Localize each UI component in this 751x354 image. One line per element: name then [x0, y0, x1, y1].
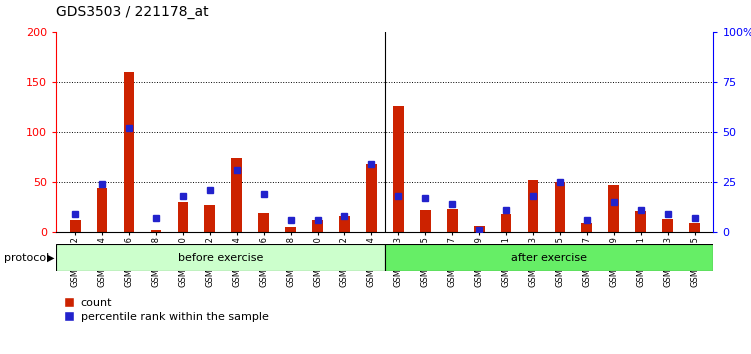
Bar — [339, 216, 350, 232]
Bar — [635, 211, 646, 232]
Bar — [312, 220, 323, 232]
Text: before exercise: before exercise — [178, 252, 264, 263]
Text: GDS3503 / 221178_at: GDS3503 / 221178_at — [56, 5, 209, 19]
Bar — [608, 185, 619, 232]
Bar — [177, 202, 189, 232]
Text: protocol: protocol — [4, 253, 49, 263]
Bar — [474, 226, 484, 232]
Bar — [124, 72, 134, 232]
Bar — [70, 220, 80, 232]
Bar — [366, 164, 377, 232]
Bar — [447, 209, 457, 232]
Bar — [204, 205, 216, 232]
Bar — [420, 210, 430, 232]
Text: after exercise: after exercise — [511, 252, 587, 263]
Bar — [501, 214, 511, 232]
Bar — [689, 223, 700, 232]
Bar — [285, 227, 296, 232]
Bar — [554, 182, 566, 232]
Bar — [151, 230, 161, 232]
Bar — [528, 180, 538, 232]
Legend: count, percentile rank within the sample: count, percentile rank within the sample — [62, 298, 269, 322]
Bar — [56, 244, 385, 271]
Bar — [581, 223, 593, 232]
Bar — [97, 188, 107, 232]
Bar — [662, 219, 673, 232]
Bar — [393, 106, 404, 232]
Bar — [258, 213, 269, 232]
Bar — [231, 158, 242, 232]
Bar — [385, 244, 713, 271]
Text: ▶: ▶ — [47, 253, 54, 263]
